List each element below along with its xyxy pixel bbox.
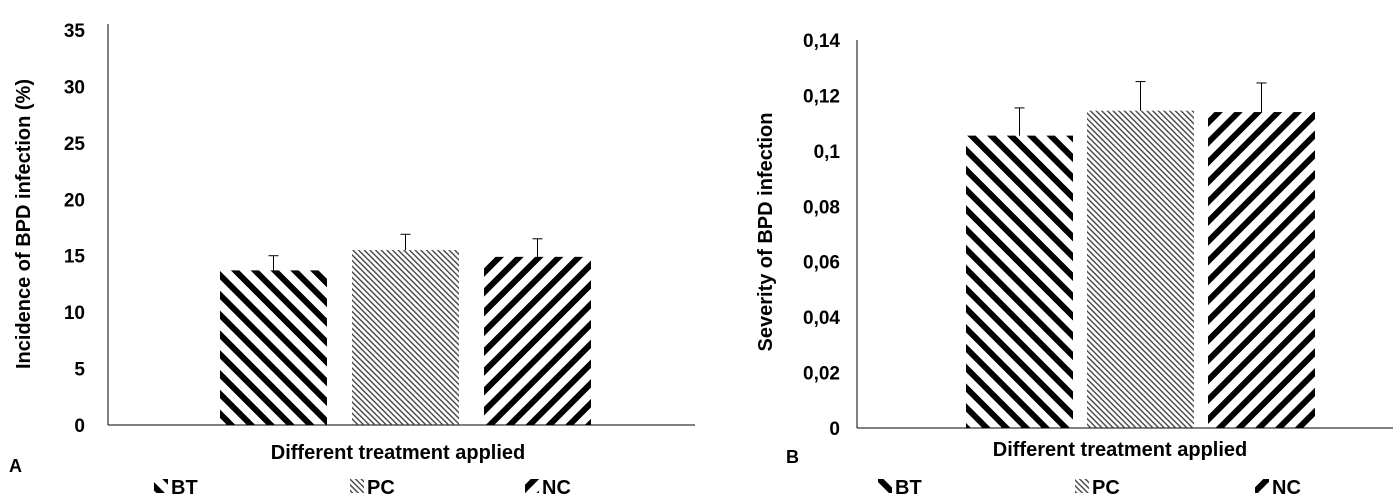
y-tick-label: 20 [64,190,85,211]
y-tick-label: 0,04 [803,308,840,329]
y-tick-label: 0,08 [803,197,840,218]
chart-panel-b: 0 0,02 0,04 0,06 0,08 0,1 0,12 0,14 Severity of… [755,31,1393,498]
x-axis-title-b: Different treatment applied [993,439,1247,461]
bar-pc [352,250,459,425]
legend-swatch-pc [350,479,364,493]
legend-label-bt: BT [171,477,198,498]
bars-b [966,81,1315,429]
y-tick-label: 0,06 [803,253,840,274]
y-tick-label: 5 [74,360,85,381]
y-tick-label: 0,14 [803,31,840,52]
legend-a: BT PC NC [154,477,571,498]
y-tick-label: 25 [64,134,86,155]
legend-label-nc: NC [1272,477,1301,498]
y-axis-ticks-a: 0 5 10 15 20 25 30 35 [64,21,86,437]
y-tick-label: 15 [64,247,86,268]
bar-bt [220,270,327,425]
legend-swatch-bt [878,479,892,493]
y-tick-label: 0,1 [814,142,841,163]
legend-swatch-bt [154,479,168,493]
bar-nc [484,256,591,425]
legend-label-pc: PC [367,477,395,498]
bar-nc [1208,112,1315,429]
y-tick-label: 0 [829,419,840,440]
legend-label-bt: BT [895,477,922,498]
legend-swatch-nc [525,479,539,493]
y-tick-label: 0 [74,416,85,437]
y-axis-title-b: Severity of BPD infection [755,113,777,352]
y-axis-ticks-b: 0 0,02 0,04 0,06 0,08 0,1 0,12 0,14 [803,31,840,440]
bar-pc [1087,110,1194,429]
panel-label-b: B [786,447,799,467]
y-tick-label: 0,12 [803,86,840,107]
legend-label-nc: NC [542,477,571,498]
legend-swatch-pc [1075,479,1089,493]
bar-bt [966,135,1073,428]
y-axis-title-a: Incidence of BPD infection (%) [13,79,35,369]
x-axis-title-a: Different treatment applied [271,442,525,464]
y-tick-label: 30 [64,77,85,98]
panel-label-a: A [9,456,22,476]
bars-a [220,233,591,425]
y-tick-label: 0,02 [803,364,840,385]
y-tick-label: 35 [64,21,86,42]
legend-b: BT PC NC [878,477,1301,498]
chart-panel-a: 0 5 10 15 20 25 30 35 Incidence of BPD infectio… [9,21,695,498]
legend-swatch-nc [1255,479,1269,493]
legend-label-pc: PC [1092,477,1120,498]
y-tick-label: 10 [64,303,85,324]
